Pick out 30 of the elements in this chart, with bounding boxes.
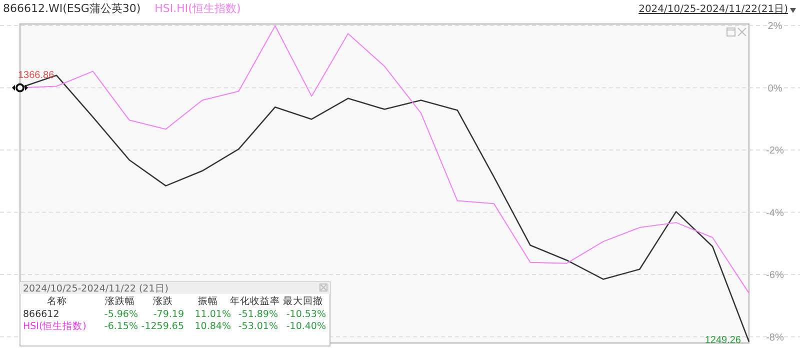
y-tick-label: -6% (766, 270, 784, 282)
text: -5.96% (104, 309, 138, 320)
category-label: 名称 (47, 295, 67, 307)
text: -10.40% (286, 321, 326, 332)
y-tick-label: -2% (766, 146, 784, 157)
text: HSI.HI(恒生指数) (154, 2, 241, 15)
y-tick-label: -4% (766, 208, 784, 219)
text: 866612.WI(ESG蒲公英30) (3, 2, 141, 15)
category-label: HSI(恒生指数) (23, 321, 86, 332)
category-label: 振幅 (198, 295, 218, 307)
text: -10.53% (286, 309, 326, 320)
text: 2024/10/25-2024/11/22 (21日) (23, 284, 168, 294)
text: 10.84% (194, 321, 231, 332)
text: 11.01% (194, 309, 231, 320)
y-tick-label: 2% (768, 21, 782, 32)
y-tick-label: 0% (768, 83, 782, 94)
annotation: 1366.86 (18, 70, 55, 81)
category-label: 涨跌 (153, 295, 173, 307)
category-label: 最大回撤 (283, 295, 323, 307)
category-label: 866612 (23, 309, 60, 320)
y-tick-label: -8% (766, 332, 784, 344)
text: -53.01% (238, 321, 278, 332)
category-label: 年化收益率 (230, 295, 280, 307)
text: -1259.65 (141, 321, 184, 332)
chart-title: 2024/10/25-2024/11/22(21日) (638, 4, 788, 15)
annotation: 1249.26 (704, 334, 742, 346)
category-label: 涨跌幅 (105, 295, 135, 307)
text: -79.19 (153, 309, 184, 320)
text: -51.89% (238, 309, 278, 320)
text: -6.15% (104, 321, 138, 332)
